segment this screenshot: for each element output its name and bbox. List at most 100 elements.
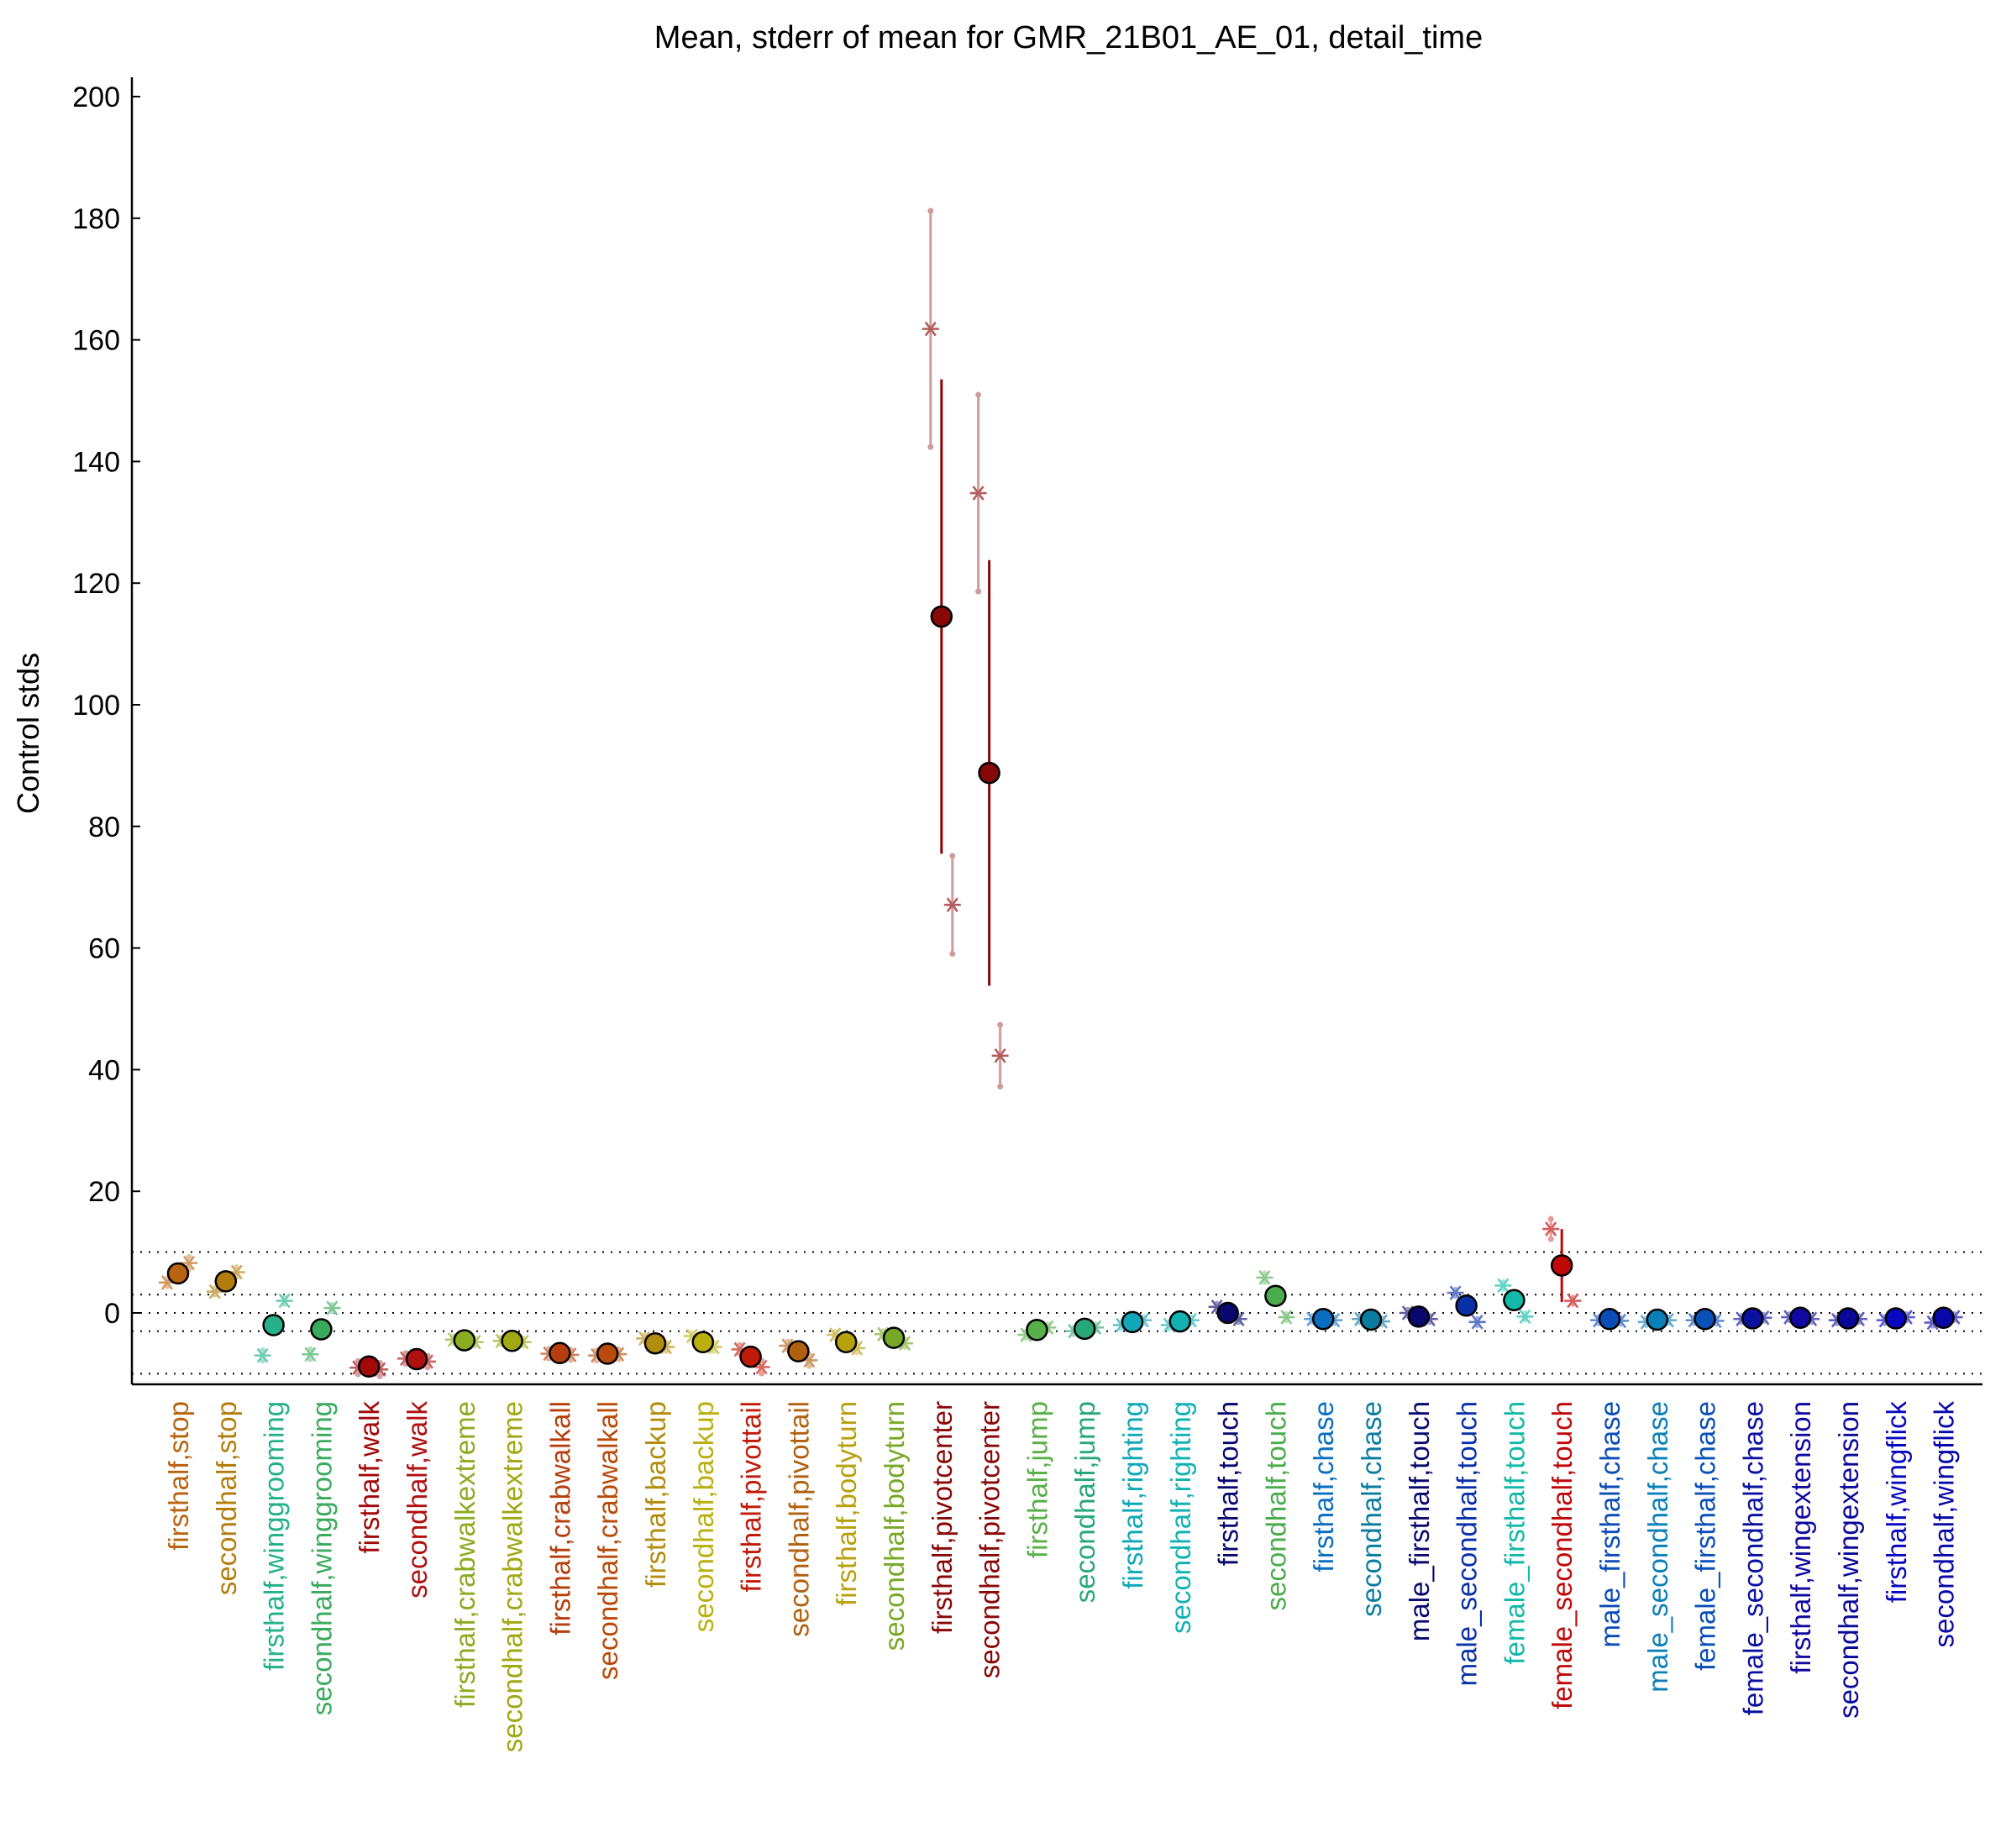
mean-marker: [1455, 1294, 1478, 1317]
star-marker: [1516, 1309, 1534, 1325]
x-tick-label: secondhalf,stop: [211, 1401, 242, 1595]
star-marker: [1468, 1315, 1486, 1330]
x-tick-label: male_secondhalf,touch: [1452, 1401, 1483, 1686]
individual-error-cap: [1547, 1236, 1554, 1242]
mean-marker: [596, 1342, 619, 1365]
individual-error-cap: [759, 1370, 765, 1377]
y-tick-label: 140: [72, 446, 120, 478]
star-marker: [991, 1047, 1009, 1063]
x-tick-label: male_firsthalf,chase: [1594, 1401, 1625, 1647]
star-marker: [943, 897, 961, 912]
y-tick-label: 100: [72, 690, 120, 722]
x-tick-label: secondhalf,backup: [688, 1401, 719, 1632]
mean-marker: [1550, 1254, 1573, 1277]
individual-error-cap: [975, 391, 982, 398]
y-tick-label: 0: [104, 1298, 120, 1330]
star-marker: [1447, 1285, 1464, 1300]
individual-error-cap: [376, 1373, 383, 1379]
y-tick-label: 160: [72, 325, 120, 357]
individual-error-cap: [927, 207, 934, 214]
x-tick-label: female_firsthalf,chase: [1690, 1401, 1721, 1671]
mean-marker: [166, 1262, 190, 1285]
mean-markers: [166, 605, 1955, 1378]
x-tick-label: firsthalf,pivotcenter: [927, 1401, 958, 1634]
mean-marker: [214, 1270, 238, 1293]
x-tick-label: secondhalf,jump: [1069, 1401, 1100, 1603]
x-tick-label: firsthalf,backup: [640, 1401, 671, 1588]
mean-marker: [1121, 1310, 1144, 1334]
star-marker: [254, 1347, 271, 1363]
mean-marker: [691, 1331, 715, 1354]
star-marker: [302, 1347, 319, 1362]
x-tick-label: secondhalf,touch: [1260, 1401, 1291, 1611]
x-tick-label: secondhalf,pivottail: [783, 1401, 814, 1637]
individual-error-cap: [975, 588, 982, 595]
x-tick-label: secondhalf,winggrooming: [306, 1401, 337, 1715]
x-tick-label: firsthalf,crabwalkextreme: [449, 1401, 480, 1708]
x-tick-label: secondhalf,walk: [402, 1401, 433, 1599]
x-axis-labels: firsthalf,stop secondhalf,stop firsthalf,w…: [163, 1401, 1960, 1753]
x-tick-label: secondhalf,crabwalkextreme: [497, 1401, 528, 1752]
x-tick-label: firsthalf,crabwalkall: [544, 1401, 575, 1635]
star-marker: [323, 1300, 341, 1315]
mean-marker: [549, 1341, 571, 1365]
star-marker: [276, 1293, 293, 1309]
x-tick-label: female_secondhalf,chase: [1737, 1401, 1768, 1715]
x-tick-label: firsthalf,righting: [1117, 1401, 1148, 1589]
individual-error-cap: [949, 950, 956, 957]
y-tick-label: 180: [72, 203, 120, 235]
error-bars: [164, 207, 1958, 1379]
mean-marker: [1884, 1307, 1908, 1330]
x-tick-label: secondhalf,wingextension: [1833, 1401, 1864, 1719]
mean-marker: [643, 1331, 667, 1355]
mean-marker: [501, 1330, 523, 1352]
mean-marker: [1598, 1307, 1621, 1331]
mean-marker: [1311, 1307, 1335, 1331]
individual-error-cap: [949, 853, 956, 859]
mean-marker: [1646, 1308, 1669, 1331]
mean-marker: [453, 1329, 476, 1352]
star-marker: [1542, 1221, 1560, 1236]
individual-error-cap: [1547, 1215, 1554, 1222]
x-tick-label: firsthalf,stop: [163, 1401, 194, 1551]
y-tick-label: 80: [88, 811, 120, 843]
mean-marker: [310, 1318, 333, 1341]
x-tick-label: firsthalf,chase: [1308, 1401, 1339, 1572]
mean-marker: [1694, 1307, 1716, 1331]
x-tick-label: female_firsthalf,touch: [1499, 1401, 1530, 1665]
mean-marker: [834, 1331, 858, 1354]
star-marker: [1494, 1278, 1512, 1294]
mean-marker: [1788, 1306, 1812, 1330]
individual-error-cap: [424, 1364, 431, 1371]
mean-marker: [978, 761, 1000, 785]
mean-marker: [1073, 1317, 1096, 1341]
individual-error-cap: [997, 1021, 1004, 1028]
mean-marker: [1216, 1301, 1239, 1325]
mean-marker: [405, 1347, 428, 1371]
x-tick-label: male_secondhalf,chase: [1642, 1401, 1673, 1693]
y-axis-ticks: 0 20 40 60 80 100 120 140 160 180 200: [72, 81, 140, 1330]
mean-marker: [1264, 1284, 1287, 1307]
individual-error-cap: [997, 1083, 1004, 1089]
mean-marker: [930, 605, 953, 628]
y-tick-label: 20: [88, 1176, 120, 1208]
star-marker: [1278, 1310, 1295, 1325]
x-tick-label: firsthalf,wingextension: [1785, 1401, 1816, 1674]
x-tick-label: secondhalf,chase: [1356, 1401, 1387, 1617]
x-tick-label: secondhalf,wingflick: [1929, 1401, 1960, 1648]
mean-marker: [1741, 1307, 1764, 1330]
mean-marker: [787, 1340, 810, 1362]
mean-marker: [1407, 1305, 1431, 1328]
reference-lines: [132, 1251, 1982, 1375]
individual-error-cap: [354, 1371, 361, 1378]
x-tick-label: secondhalf,righting: [1165, 1401, 1196, 1634]
individual-error-cap: [186, 1254, 192, 1261]
mean-marker: [357, 1355, 381, 1378]
individual-error-cap: [927, 444, 934, 450]
chart-title: Mean, stderr of mean for GMR_21B01_AE_01…: [654, 20, 1483, 55]
mean-marker: [1836, 1307, 1860, 1330]
individual-markers: [159, 321, 1963, 1378]
x-tick-label: female_secondhalf,touch: [1547, 1401, 1578, 1709]
x-tick-label: firsthalf,jump: [1021, 1401, 1053, 1558]
x-tick-label: firsthalf,touch: [1213, 1401, 1244, 1566]
